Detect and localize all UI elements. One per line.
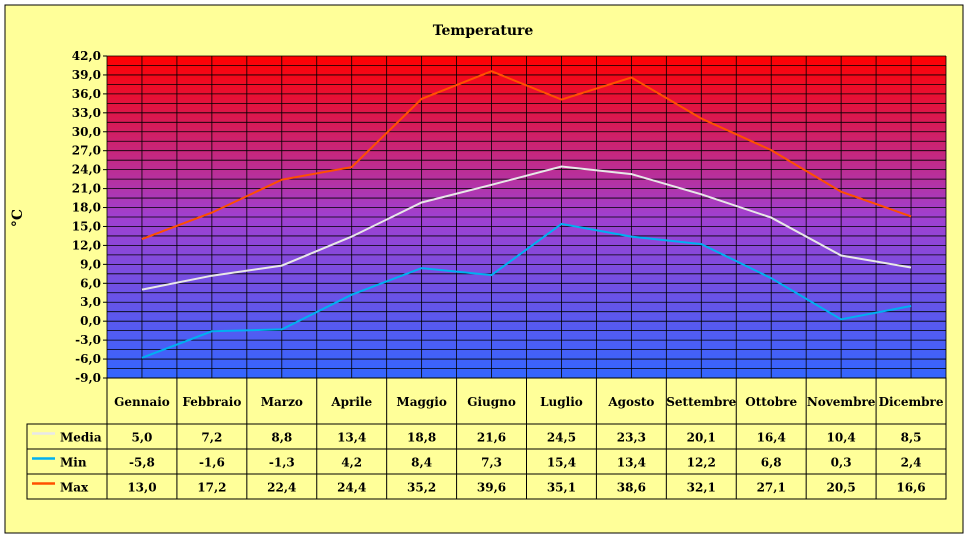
x-tick-label: Dicembre <box>879 395 944 409</box>
data-label: 35,1 <box>547 481 576 495</box>
data-label: 16,4 <box>757 431 786 445</box>
series-lines <box>141 70 912 359</box>
y-tick-label: 0,0 <box>80 314 101 328</box>
data-label: -5,8 <box>129 456 155 470</box>
data-table: Gennaio Febbraio Marzo Aprile Maggio Giugno Lu… <box>26 377 947 500</box>
x-tick-label: Aprile <box>330 395 372 409</box>
data-label: -1,3 <box>269 456 295 470</box>
x-tick-label: Ottobre <box>745 395 797 409</box>
y-tick-label: 36,0 <box>72 87 101 101</box>
x-tick-label: Luglio <box>540 395 583 409</box>
data-label: 24,5 <box>547 431 576 445</box>
data-label: 22,4 <box>267 481 296 495</box>
data-label: 10,4 <box>827 431 856 445</box>
data-label: 21,6 <box>477 431 506 445</box>
data-label: 23,3 <box>617 431 646 445</box>
data-label: 24,4 <box>337 481 366 495</box>
chart-title: Temperature <box>433 23 534 39</box>
y-tick-label: 24,0 <box>72 163 101 177</box>
data-label: 13,0 <box>127 481 156 495</box>
data-label: 8,4 <box>411 456 432 470</box>
y-tick-label: -3,0 <box>75 333 101 347</box>
data-label: 8,5 <box>901 431 922 445</box>
y-tick-label: 12,0 <box>72 238 101 252</box>
x-tick-label: Giugno <box>467 395 516 409</box>
legend-label-max: Max <box>60 481 89 495</box>
data-label: 8,8 <box>271 431 292 445</box>
data-label: 13,4 <box>337 431 366 445</box>
x-tick-label: Febbraio <box>182 395 241 409</box>
y-tick-label: 39,0 <box>72 68 101 82</box>
data-label: 17,2 <box>197 481 226 495</box>
data-label: 18,8 <box>407 431 436 445</box>
y-tick-label: 33,0 <box>72 106 101 120</box>
data-label: 38,6 <box>617 481 646 495</box>
data-label: 0,3 <box>831 456 852 470</box>
y-tick-label: 18,0 <box>72 201 101 215</box>
y-tick-label: 21,0 <box>72 182 101 196</box>
data-label: 4,2 <box>341 456 362 470</box>
data-label: 7,3 <box>481 456 502 470</box>
y-axis-ticks: 42,0 39,0 36,0 33,0 30,0 27,0 24,0 21,0 18,0 15,0… <box>72 49 107 385</box>
x-tick-label: Marzo <box>261 395 303 409</box>
data-label: 12,2 <box>687 456 716 470</box>
series-line-max <box>141 70 912 241</box>
data-label: 27,1 <box>757 481 786 495</box>
data-label: 39,6 <box>477 481 506 495</box>
x-tick-label: Agosto <box>607 395 654 409</box>
y-tick-label: 3,0 <box>80 295 101 309</box>
y-tick-label: -9,0 <box>75 371 101 385</box>
y-tick-label: 30,0 <box>72 125 101 139</box>
data-label: 2,4 <box>901 456 922 470</box>
x-tick-label: Settembre <box>666 395 736 409</box>
data-label: 16,6 <box>896 481 925 495</box>
data-label: 20,5 <box>827 481 856 495</box>
data-label: 5,0 <box>132 431 153 445</box>
data-label: 6,8 <box>761 456 782 470</box>
data-label: 32,1 <box>687 481 716 495</box>
y-tick-label: 9,0 <box>80 257 101 271</box>
y-axis-label: °C <box>10 209 26 227</box>
x-tick-label: Maggio <box>396 395 446 409</box>
legend-label-media: Media <box>60 431 102 445</box>
y-tick-label: 15,0 <box>72 219 101 233</box>
x-tick-label: Gennaio <box>114 395 170 409</box>
data-label: -1,6 <box>199 456 225 470</box>
y-tick-label: 6,0 <box>80 276 101 290</box>
data-label: 20,1 <box>687 431 716 445</box>
y-tick-label: 27,0 <box>72 144 101 158</box>
legend-label-min: Min <box>60 456 87 470</box>
x-tick-label: Novembre <box>807 395 876 409</box>
data-label: 7,2 <box>201 431 222 445</box>
series-line-media <box>141 165 912 291</box>
data-label: 13,4 <box>617 456 646 470</box>
y-tick-label: 42,0 <box>72 49 101 63</box>
y-tick-label: -6,0 <box>75 352 101 366</box>
series-line-min <box>141 222 912 359</box>
data-label: 15,4 <box>547 456 576 470</box>
data-label: 35,2 <box>407 481 436 495</box>
